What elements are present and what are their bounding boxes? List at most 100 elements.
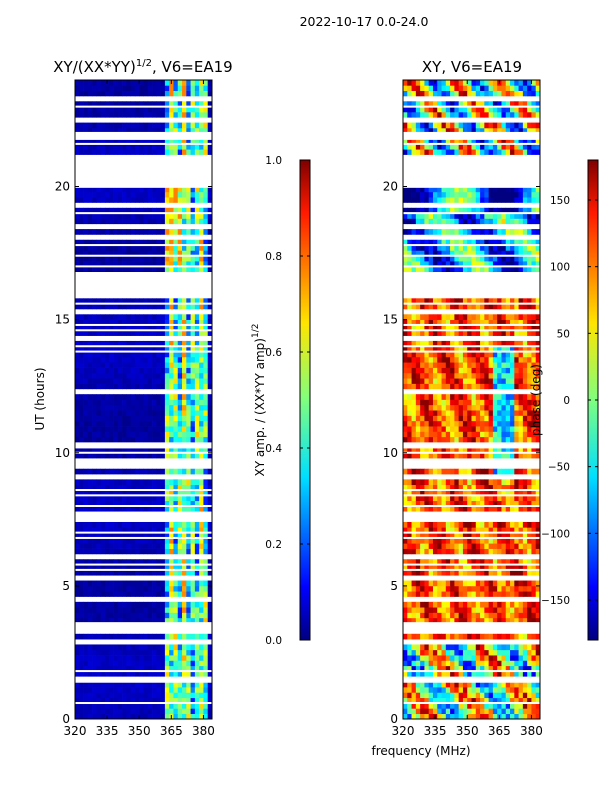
phase-cell xyxy=(445,319,451,326)
phase-cell xyxy=(510,601,515,608)
phase-cell xyxy=(467,537,472,544)
amplitude-cell xyxy=(109,186,114,193)
phase-cell xyxy=(475,585,481,592)
amplitude-cell xyxy=(92,404,97,411)
amplitude-cell xyxy=(113,543,119,549)
phase-cell xyxy=(505,703,511,709)
phase-cell xyxy=(432,495,438,502)
phase-cell xyxy=(505,543,511,549)
colorbar-tick-label: 0.0 xyxy=(265,635,282,647)
amplitude-cell xyxy=(92,330,97,336)
phase-cell xyxy=(424,527,430,533)
amplitude-cell xyxy=(160,580,166,587)
amplitude-cell xyxy=(143,644,149,651)
amplitude-cell xyxy=(169,420,174,427)
flagged-row xyxy=(75,555,212,558)
amplitude-cell xyxy=(169,143,174,150)
amplitude-cell xyxy=(126,580,132,587)
amplitude-cell xyxy=(130,601,136,608)
amplitude-cell xyxy=(104,346,110,352)
amplitude-cell xyxy=(75,649,80,656)
amplitude-cell xyxy=(160,314,166,320)
phase-cell xyxy=(437,644,442,651)
amplitude-cell xyxy=(160,186,166,193)
phase-cell xyxy=(535,527,541,533)
phase-cell xyxy=(407,671,412,677)
phase-cell xyxy=(420,426,425,432)
amplitude-cell xyxy=(117,601,123,608)
amplitude-cell xyxy=(139,239,144,246)
phase-cell xyxy=(411,591,417,597)
phase-cell xyxy=(432,372,438,379)
phase-cell xyxy=(497,644,502,651)
phase-cell xyxy=(514,367,519,374)
amplitude-cell xyxy=(182,362,187,368)
amplitude-cell xyxy=(156,303,161,310)
amplitude-cell xyxy=(75,186,80,193)
amplitude-cell xyxy=(96,479,102,486)
phase-cell xyxy=(492,708,498,715)
amplitude-cell xyxy=(104,681,110,688)
phase-cell xyxy=(497,362,502,368)
amplitude-cell xyxy=(113,229,119,235)
amplitude-cell xyxy=(147,143,153,150)
amplitude-cell xyxy=(75,298,80,304)
phase-cell xyxy=(437,319,442,326)
amplitude-cell xyxy=(152,191,157,198)
amplitude-cell xyxy=(194,703,200,709)
phase-cell xyxy=(518,447,524,454)
flagged-row xyxy=(75,459,212,462)
amplitude-cell xyxy=(87,351,93,358)
phase-cell xyxy=(522,506,528,512)
amplitude-cell xyxy=(173,708,179,715)
amplitude-cell xyxy=(96,255,102,262)
phase-cell xyxy=(445,569,451,576)
phase-cell xyxy=(497,340,502,347)
amplitude-cell xyxy=(207,660,213,667)
amplitude-cell xyxy=(109,85,114,91)
amplitude-cell xyxy=(130,708,136,715)
phase-cell xyxy=(505,324,511,331)
phase-cell xyxy=(415,255,421,262)
amplitude-cell xyxy=(156,298,161,304)
phase-cell xyxy=(518,671,524,677)
phase-cell xyxy=(432,330,438,336)
amplitude-cell xyxy=(173,484,179,491)
amplitude-cell xyxy=(173,426,179,432)
phase-cell xyxy=(411,703,417,709)
phase-cell xyxy=(531,346,537,352)
amplitude-cell xyxy=(122,580,127,587)
amplitude-cell xyxy=(186,415,191,422)
amplitude-cell xyxy=(203,708,209,715)
amplitude-cell xyxy=(160,399,166,406)
amplitude-cell xyxy=(113,617,119,624)
amplitude-cell xyxy=(104,404,110,411)
y-tick-label: 20 xyxy=(55,180,70,194)
phase-cell xyxy=(428,404,434,411)
phase-cell xyxy=(522,452,528,459)
phase-cell xyxy=(454,298,460,304)
amplitude-cell xyxy=(83,346,89,352)
amplitude-cell xyxy=(83,362,89,368)
amplitude-cell xyxy=(117,687,123,693)
phase-cell xyxy=(462,436,468,443)
amplitude-cell xyxy=(122,362,127,368)
amplitude-cell xyxy=(104,506,110,512)
phase-cell xyxy=(454,404,460,411)
amplitude-cell xyxy=(207,186,213,193)
phase-cell xyxy=(497,420,502,427)
phase-cell xyxy=(420,713,425,720)
amplitude-cell xyxy=(139,303,144,310)
phase-cell xyxy=(522,537,528,544)
phase-cell xyxy=(462,660,468,667)
amplitude-cell xyxy=(104,601,110,608)
amplitude-cell xyxy=(92,298,97,304)
phase-cell xyxy=(492,617,498,624)
amplitude-cell xyxy=(169,564,174,571)
amplitude-cell xyxy=(207,250,213,257)
amplitude-cell xyxy=(152,671,157,677)
phase-cell xyxy=(535,580,541,587)
amplitude-cell xyxy=(164,266,170,273)
phase-cell xyxy=(531,633,537,640)
phase-cell xyxy=(484,383,489,390)
